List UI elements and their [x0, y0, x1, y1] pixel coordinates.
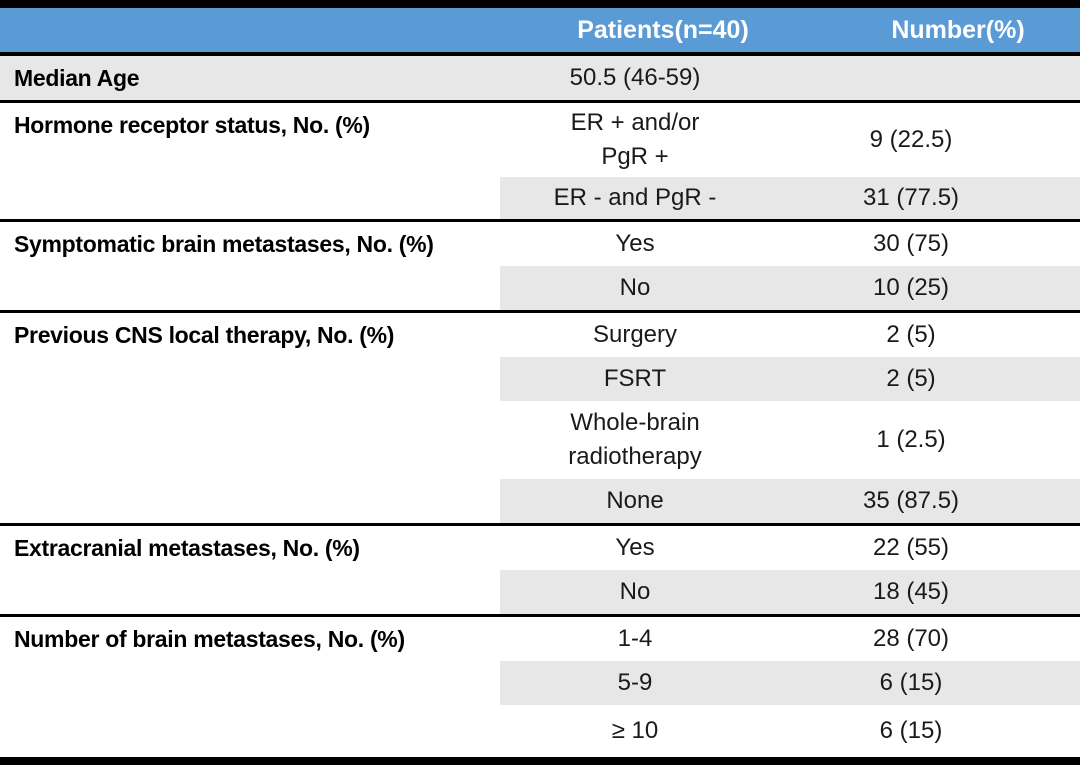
section-extracranial-metastases: Extracranial metastases, No. (%) Yes 22 … — [0, 526, 1080, 614]
table-subrow: Yes 22 (55) — [500, 526, 1080, 570]
value-cell: Yes — [615, 230, 655, 257]
section-symptomatic-brain-metastases: Symptomatic brain metastases, No. (%) Ye… — [0, 222, 1080, 310]
value-cell: ER - and PgR - — [553, 184, 717, 211]
value-cell: No — [619, 274, 651, 301]
table-subrow: 1-4 28 (70) — [500, 617, 1080, 661]
value-cell: 5-9 — [617, 669, 653, 696]
row-label: Symptomatic brain metastases, No. (%) — [14, 231, 434, 257]
value-cell: Yes — [615, 534, 655, 561]
number-cell: 2 (5) — [886, 365, 936, 392]
header-divider — [0, 52, 1080, 56]
number-cell: 9 (22.5) — [869, 126, 953, 153]
value-cell: ER + and/or PgR + — [570, 109, 700, 170]
section-subrows: Surgery 2 (5) FSRT 2 (5) Whole-brain rad… — [500, 313, 1080, 523]
number-cell: 2 (5) — [886, 321, 936, 348]
section-subrows: Yes 30 (75) No 10 (25) — [500, 222, 1080, 310]
row-label: Extracranial metastases, No. (%) — [14, 535, 360, 561]
number-cell: 6 (15) — [879, 717, 943, 744]
value-cell: None — [606, 487, 664, 514]
number-cell: 1 (2.5) — [876, 426, 946, 453]
number-cell: 30 (75) — [872, 230, 950, 257]
section-divider — [0, 523, 1080, 526]
value-cell: FSRT — [603, 365, 667, 392]
section-median-age: Median Age 50.5 (46-59) — [0, 56, 1080, 100]
number-cell: 35 (87.5) — [862, 487, 960, 514]
table-subrow: None 35 (87.5) — [500, 479, 1080, 523]
table-subrow: 5-9 6 (15) — [500, 661, 1080, 705]
table-subrow: Yes 30 (75) — [500, 222, 1080, 266]
section-subrows: 50.5 (46-59) — [500, 56, 1080, 100]
section-subrows: Yes 22 (55) No 18 (45) — [500, 526, 1080, 614]
value-cell: Whole-brain radiotherapy — [568, 409, 702, 470]
header-patients-column: Patients(n=40) — [577, 15, 749, 44]
table-subrow: Surgery 2 (5) — [500, 313, 1080, 357]
table-subrow: No 18 (45) — [500, 570, 1080, 614]
table-subrow: ER - and PgR - 31 (77.5) — [500, 177, 1080, 219]
section-divider — [0, 310, 1080, 313]
table-bottom-border — [0, 757, 1080, 765]
number-cell: 10 (25) — [872, 274, 950, 301]
section-previous-cns-local-therapy: Previous CNS local therapy, No. (%) Surg… — [0, 313, 1080, 523]
table-subrow: Whole-brain radiotherapy 1 (2.5) — [500, 401, 1080, 479]
number-cell: 6 (15) — [879, 669, 943, 696]
table-subrow: ER + and/or PgR + 9 (22.5) — [500, 103, 1080, 177]
value-cell: ≥ 10 — [611, 717, 659, 744]
value-cell: 50.5 (46-59) — [569, 64, 701, 91]
row-label: Previous CNS local therapy, No. (%) — [14, 322, 395, 348]
row-label: Number of brain metastases, No. (%) — [14, 626, 405, 652]
row-label: Median Age — [14, 65, 140, 91]
value-cell: 1-4 — [617, 625, 653, 652]
table-subrow: 50.5 (46-59) — [500, 56, 1080, 100]
section-divider — [0, 219, 1080, 222]
header-number-column: Number(%) — [891, 15, 1025, 44]
row-label: Hormone receptor status, No. (%) — [14, 112, 370, 138]
section-divider — [0, 100, 1080, 103]
table-subrow: ≥ 10 6 (15) — [500, 705, 1080, 757]
section-subrows: ER + and/or PgR + 9 (22.5) ER - and PgR … — [500, 103, 1080, 219]
value-cell: Surgery — [592, 321, 678, 348]
number-cell: 28 (70) — [872, 625, 950, 652]
patient-characteristics-table: Patients(n=40) Number(%) Median Age 50.5… — [0, 0, 1080, 765]
number-cell: 22 (55) — [872, 534, 950, 561]
table-header-row: Patients(n=40) Number(%) — [0, 8, 1080, 52]
table-subrow: No 10 (25) — [500, 266, 1080, 310]
section-subrows: 1-4 28 (70) 5-9 6 (15) ≥ 10 6 (15) — [500, 617, 1080, 757]
section-hormone-receptor-status: Hormone receptor status, No. (%) ER + an… — [0, 103, 1080, 219]
number-cell: 31 (77.5) — [862, 184, 960, 211]
table-top-border — [0, 0, 1080, 8]
section-divider — [0, 614, 1080, 617]
table-subrow: FSRT 2 (5) — [500, 357, 1080, 401]
value-cell: No — [619, 578, 651, 605]
section-number-of-brain-metastases: Number of brain metastases, No. (%) 1-4 … — [0, 617, 1080, 757]
number-cell: 18 (45) — [872, 578, 950, 605]
